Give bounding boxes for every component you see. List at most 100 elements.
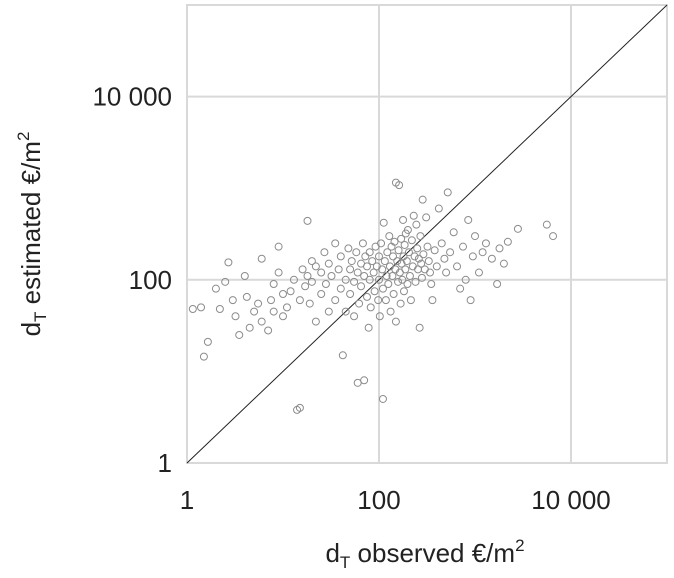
point bbox=[449, 228, 458, 237]
point bbox=[341, 275, 350, 284]
point bbox=[311, 262, 320, 271]
point bbox=[298, 265, 307, 274]
point bbox=[422, 213, 431, 222]
point bbox=[391, 317, 400, 326]
point bbox=[471, 232, 479, 241]
point bbox=[397, 259, 406, 268]
point bbox=[375, 312, 384, 321]
point bbox=[380, 257, 389, 266]
point bbox=[324, 307, 333, 316]
point bbox=[388, 272, 397, 281]
point bbox=[350, 277, 359, 286]
y-tick-label: 100 bbox=[129, 265, 172, 295]
point bbox=[513, 224, 522, 233]
point bbox=[211, 284, 220, 293]
point bbox=[481, 239, 490, 248]
point bbox=[424, 257, 433, 266]
point bbox=[423, 242, 432, 251]
point bbox=[336, 252, 345, 261]
point bbox=[430, 246, 439, 255]
point bbox=[364, 323, 373, 332]
point bbox=[549, 232, 558, 241]
point bbox=[324, 259, 333, 268]
point bbox=[379, 218, 388, 227]
point bbox=[417, 273, 426, 282]
point bbox=[346, 265, 355, 274]
y-tick-label: 1 bbox=[158, 448, 172, 478]
point bbox=[397, 234, 406, 243]
point bbox=[403, 225, 412, 234]
point bbox=[188, 304, 197, 313]
point bbox=[295, 403, 304, 412]
point bbox=[240, 272, 249, 281]
point bbox=[416, 232, 425, 241]
point bbox=[317, 268, 326, 277]
point bbox=[357, 282, 366, 291]
point bbox=[311, 317, 320, 326]
point bbox=[374, 296, 383, 305]
point bbox=[375, 252, 383, 261]
point bbox=[415, 323, 424, 332]
point bbox=[503, 237, 512, 246]
point bbox=[386, 307, 395, 316]
point bbox=[363, 292, 372, 301]
point bbox=[235, 330, 244, 339]
point bbox=[352, 248, 361, 257]
point bbox=[375, 275, 383, 284]
point bbox=[320, 248, 329, 257]
y-tick-label: 10 000 bbox=[92, 82, 172, 112]
point bbox=[389, 289, 398, 298]
point bbox=[360, 376, 369, 385]
point bbox=[400, 240, 409, 249]
point bbox=[395, 181, 404, 190]
point bbox=[269, 307, 278, 316]
point bbox=[274, 242, 283, 251]
x-tick-label: 10 000 bbox=[531, 485, 611, 515]
point bbox=[279, 289, 287, 298]
point bbox=[418, 195, 427, 204]
point bbox=[295, 296, 304, 305]
point bbox=[264, 326, 273, 335]
point bbox=[382, 272, 391, 281]
point bbox=[381, 296, 390, 305]
point bbox=[245, 323, 254, 332]
point bbox=[358, 239, 367, 248]
point bbox=[474, 268, 483, 277]
point bbox=[404, 248, 413, 257]
point bbox=[197, 303, 206, 312]
point bbox=[396, 299, 405, 308]
point bbox=[221, 277, 230, 286]
point bbox=[419, 250, 428, 259]
point bbox=[399, 215, 408, 224]
point bbox=[289, 275, 298, 284]
point bbox=[417, 259, 426, 268]
point bbox=[406, 296, 415, 305]
point bbox=[257, 317, 266, 326]
point bbox=[267, 296, 276, 305]
point bbox=[307, 277, 316, 286]
point bbox=[336, 284, 345, 293]
point bbox=[346, 289, 355, 298]
point bbox=[468, 252, 477, 261]
point bbox=[398, 275, 407, 284]
point bbox=[305, 299, 314, 308]
point bbox=[426, 268, 435, 277]
point bbox=[361, 252, 370, 261]
point bbox=[428, 296, 437, 305]
point bbox=[286, 287, 295, 296]
point bbox=[369, 268, 378, 277]
point bbox=[370, 287, 379, 296]
point bbox=[365, 275, 374, 284]
point bbox=[390, 237, 399, 246]
point bbox=[413, 244, 422, 253]
point bbox=[446, 248, 455, 257]
point bbox=[453, 262, 462, 271]
point bbox=[378, 265, 387, 274]
point bbox=[427, 279, 436, 288]
point bbox=[282, 303, 291, 312]
point bbox=[499, 259, 508, 268]
point bbox=[199, 352, 208, 361]
point bbox=[301, 282, 310, 291]
point bbox=[307, 257, 316, 266]
